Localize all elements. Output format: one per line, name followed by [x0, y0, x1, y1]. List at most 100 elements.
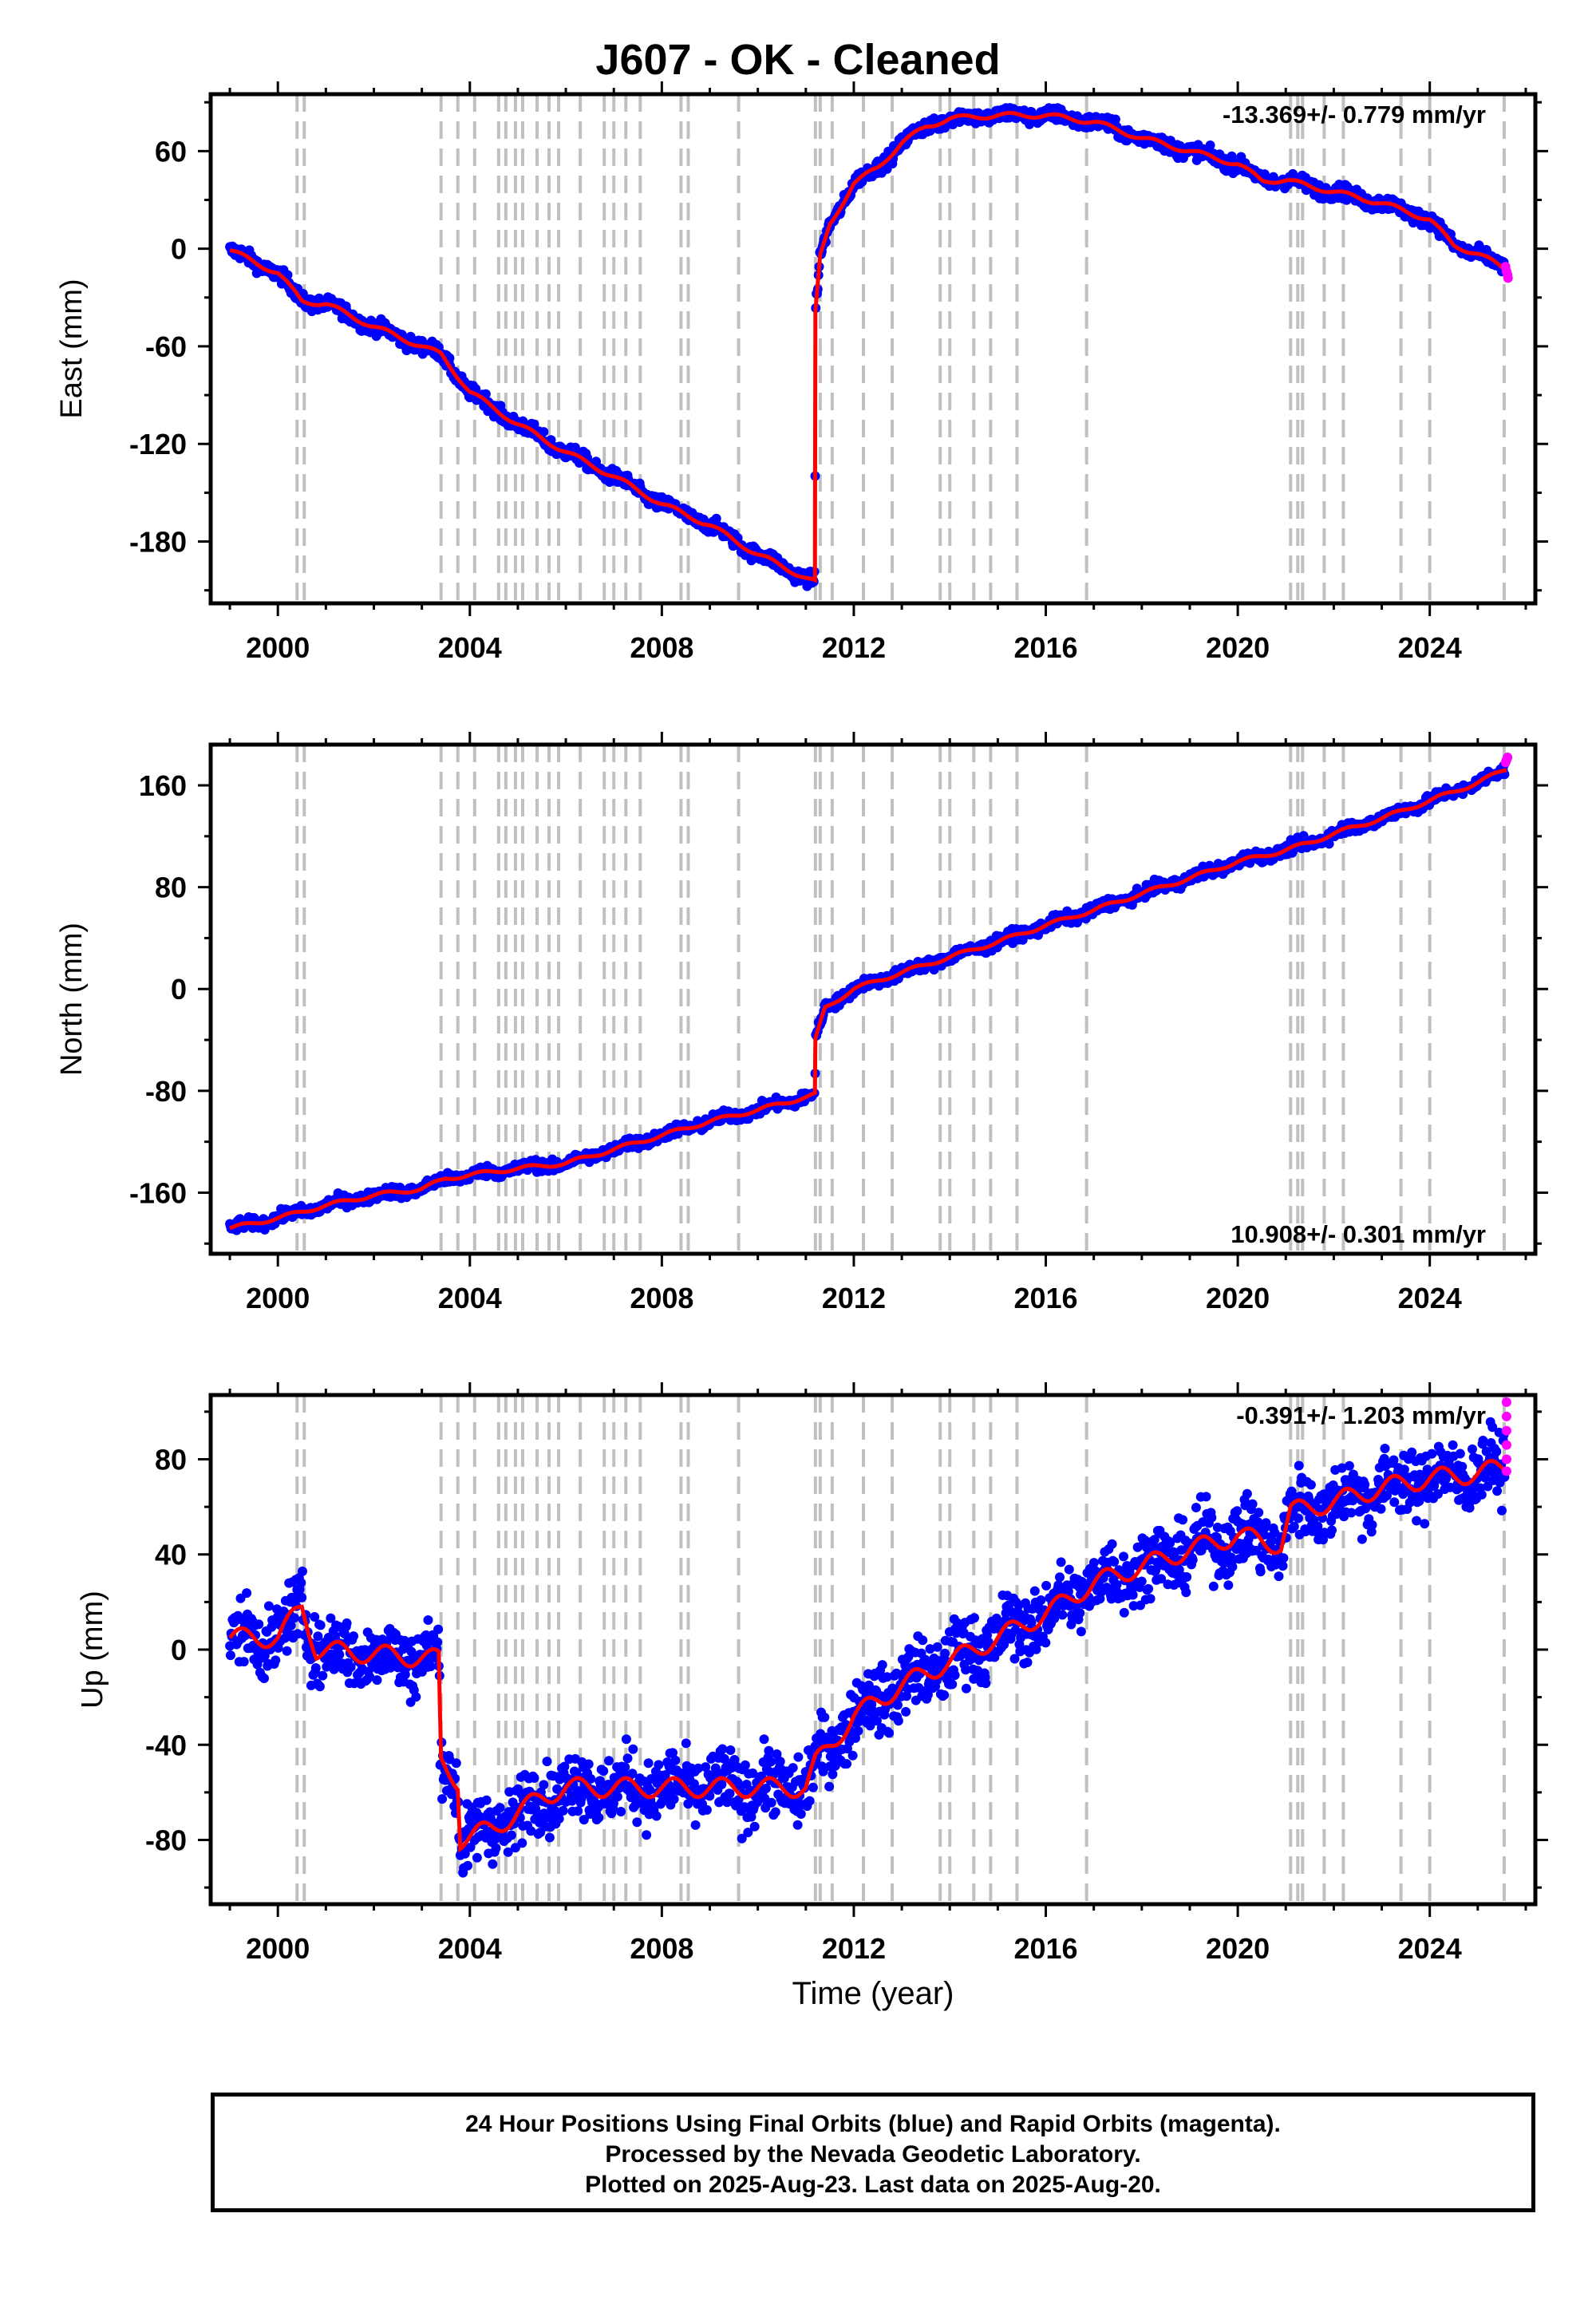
- x-tick-label: 2008: [630, 631, 693, 664]
- final-orbit-point: [766, 1797, 776, 1808]
- final-orbit-points: [225, 1417, 1510, 1878]
- final-orbit-point: [242, 1588, 252, 1599]
- final-orbit-point: [342, 1618, 352, 1628]
- y-tick-label: 60: [155, 135, 187, 168]
- final-orbit-point: [804, 1796, 815, 1806]
- final-orbit-point: [654, 1760, 664, 1770]
- final-orbit-point: [788, 1763, 798, 1773]
- panel-north: 2000 2004 2008 2012 2016 2020 2024160800-80-16…: [55, 732, 1548, 1314]
- final-orbit-point: [491, 1843, 501, 1853]
- chart-title: J607 - OK - Cleaned: [595, 36, 1001, 84]
- rate-label: 10.908+/- 0.301 mm/yr: [1231, 1220, 1486, 1248]
- final-orbit-point: [310, 1663, 321, 1673]
- final-orbit-point: [558, 1805, 568, 1816]
- y-tick-label: -120: [129, 428, 187, 460]
- final-orbit-point: [725, 1745, 736, 1755]
- final-orbit-point: [349, 1631, 358, 1642]
- final-orbit-point: [517, 1838, 527, 1848]
- final-orbit-point: [759, 1734, 769, 1745]
- rate-label: -13.369+/- 0.779 mm/yr: [1223, 101, 1486, 128]
- final-orbit-point: [620, 1762, 630, 1773]
- final-orbit-point: [711, 513, 721, 524]
- final-orbit-point: [372, 1675, 382, 1686]
- final-orbit-point: [792, 1820, 803, 1830]
- plot-area: [225, 745, 1513, 1254]
- final-orbit-point: [433, 1624, 444, 1634]
- y-tick-label: -180: [129, 526, 187, 559]
- final-orbit-point: [808, 1782, 818, 1792]
- plot-area: [225, 1395, 1511, 1904]
- y-tick-label: 0: [171, 233, 187, 266]
- final-orbit-point: [583, 1759, 594, 1769]
- final-orbit-point: [437, 1794, 448, 1804]
- final-orbit-point: [463, 1860, 473, 1871]
- final-orbit-point: [334, 1650, 345, 1660]
- x-tick-label: 2016: [1013, 631, 1077, 664]
- final-orbit-point: [296, 1578, 306, 1588]
- final-orbit-point: [542, 1757, 552, 1767]
- final-orbit-point: [539, 1780, 549, 1790]
- final-orbit-point: [259, 1674, 269, 1683]
- final-orbit-points: [225, 761, 1510, 1235]
- y-tick-label: 80: [155, 871, 187, 904]
- final-orbit-point: [598, 1766, 609, 1777]
- y-tick-label: -160: [129, 1176, 187, 1209]
- final-orbit-point: [651, 1811, 662, 1821]
- final-orbit-point: [621, 1734, 631, 1745]
- final-orbit-point: [701, 1804, 712, 1815]
- final-orbit-point: [796, 1809, 806, 1819]
- final-orbit-point: [681, 1738, 691, 1749]
- final-orbit-point: [314, 1682, 325, 1692]
- rapid-orbit-point: [1503, 273, 1513, 283]
- final-orbit-point: [472, 1852, 482, 1863]
- y-tick-label: -80: [145, 1075, 187, 1108]
- y-tick-label: -60: [145, 330, 187, 363]
- final-orbit-point: [495, 1803, 505, 1813]
- x-tick-label: 2016: [1013, 1282, 1077, 1314]
- x-tick-label: 2004: [438, 1282, 502, 1314]
- x-tick-label: 2012: [822, 1282, 886, 1314]
- x-tick-label: 2012: [822, 631, 886, 664]
- panel-frame: [208, 742, 1538, 1256]
- final-orbit-point: [669, 1794, 679, 1804]
- final-orbit-point: [451, 1758, 461, 1769]
- final-orbit-point: [740, 1760, 750, 1770]
- final-orbit-point: [481, 1795, 492, 1805]
- final-orbit-point: [315, 1620, 326, 1630]
- final-orbit-point: [573, 1806, 583, 1816]
- final-orbit-point: [411, 1692, 421, 1702]
- y-tick-label: 160: [139, 769, 187, 802]
- final-orbit-point: [298, 1566, 307, 1576]
- final-orbit-point: [544, 1832, 555, 1843]
- x-tick-label: 2004: [438, 631, 502, 664]
- x-tick-label: 2020: [1206, 1282, 1270, 1314]
- final-orbit-point: [539, 427, 549, 437]
- rapid-orbit-point: [1503, 752, 1513, 762]
- final-orbit-point: [761, 1783, 771, 1793]
- final-orbit-point: [770, 1807, 780, 1817]
- plot-area: [225, 94, 1513, 603]
- panel-up: 2000 2004 2008 2012 2016 2020 202480400-40-80U…: [76, 1382, 1548, 1965]
- final-orbit-point: [346, 1662, 356, 1672]
- final-orbit-point: [529, 1773, 539, 1783]
- final-orbit-point: [690, 1820, 701, 1830]
- final-orbit-point: [612, 1792, 622, 1802]
- final-orbit-point: [717, 1744, 728, 1754]
- final-orbit-point: [423, 1615, 433, 1625]
- final-orbit-point: [297, 1592, 307, 1603]
- final-orbit-point: [488, 1859, 498, 1869]
- y-axis-label: East (mm): [55, 279, 89, 418]
- x-tick-label: 2020: [1206, 631, 1270, 664]
- panel-east: 2000 2004 2008 2012 2016 2020 2024600-60-120-1…: [55, 81, 1548, 664]
- final-orbit-point: [271, 1655, 281, 1666]
- final-orbit-point: [282, 1646, 292, 1656]
- final-orbit-point: [643, 1758, 654, 1769]
- final-orbit-point: [725, 1788, 735, 1799]
- x-tick-label: 2008: [630, 1282, 693, 1314]
- final-orbit-point: [318, 1670, 328, 1681]
- x-tick-label: 2024: [1398, 631, 1462, 664]
- y-tick-label: 0: [171, 973, 187, 1006]
- final-orbit-point: [254, 1619, 264, 1630]
- final-orbit-point: [506, 1830, 516, 1840]
